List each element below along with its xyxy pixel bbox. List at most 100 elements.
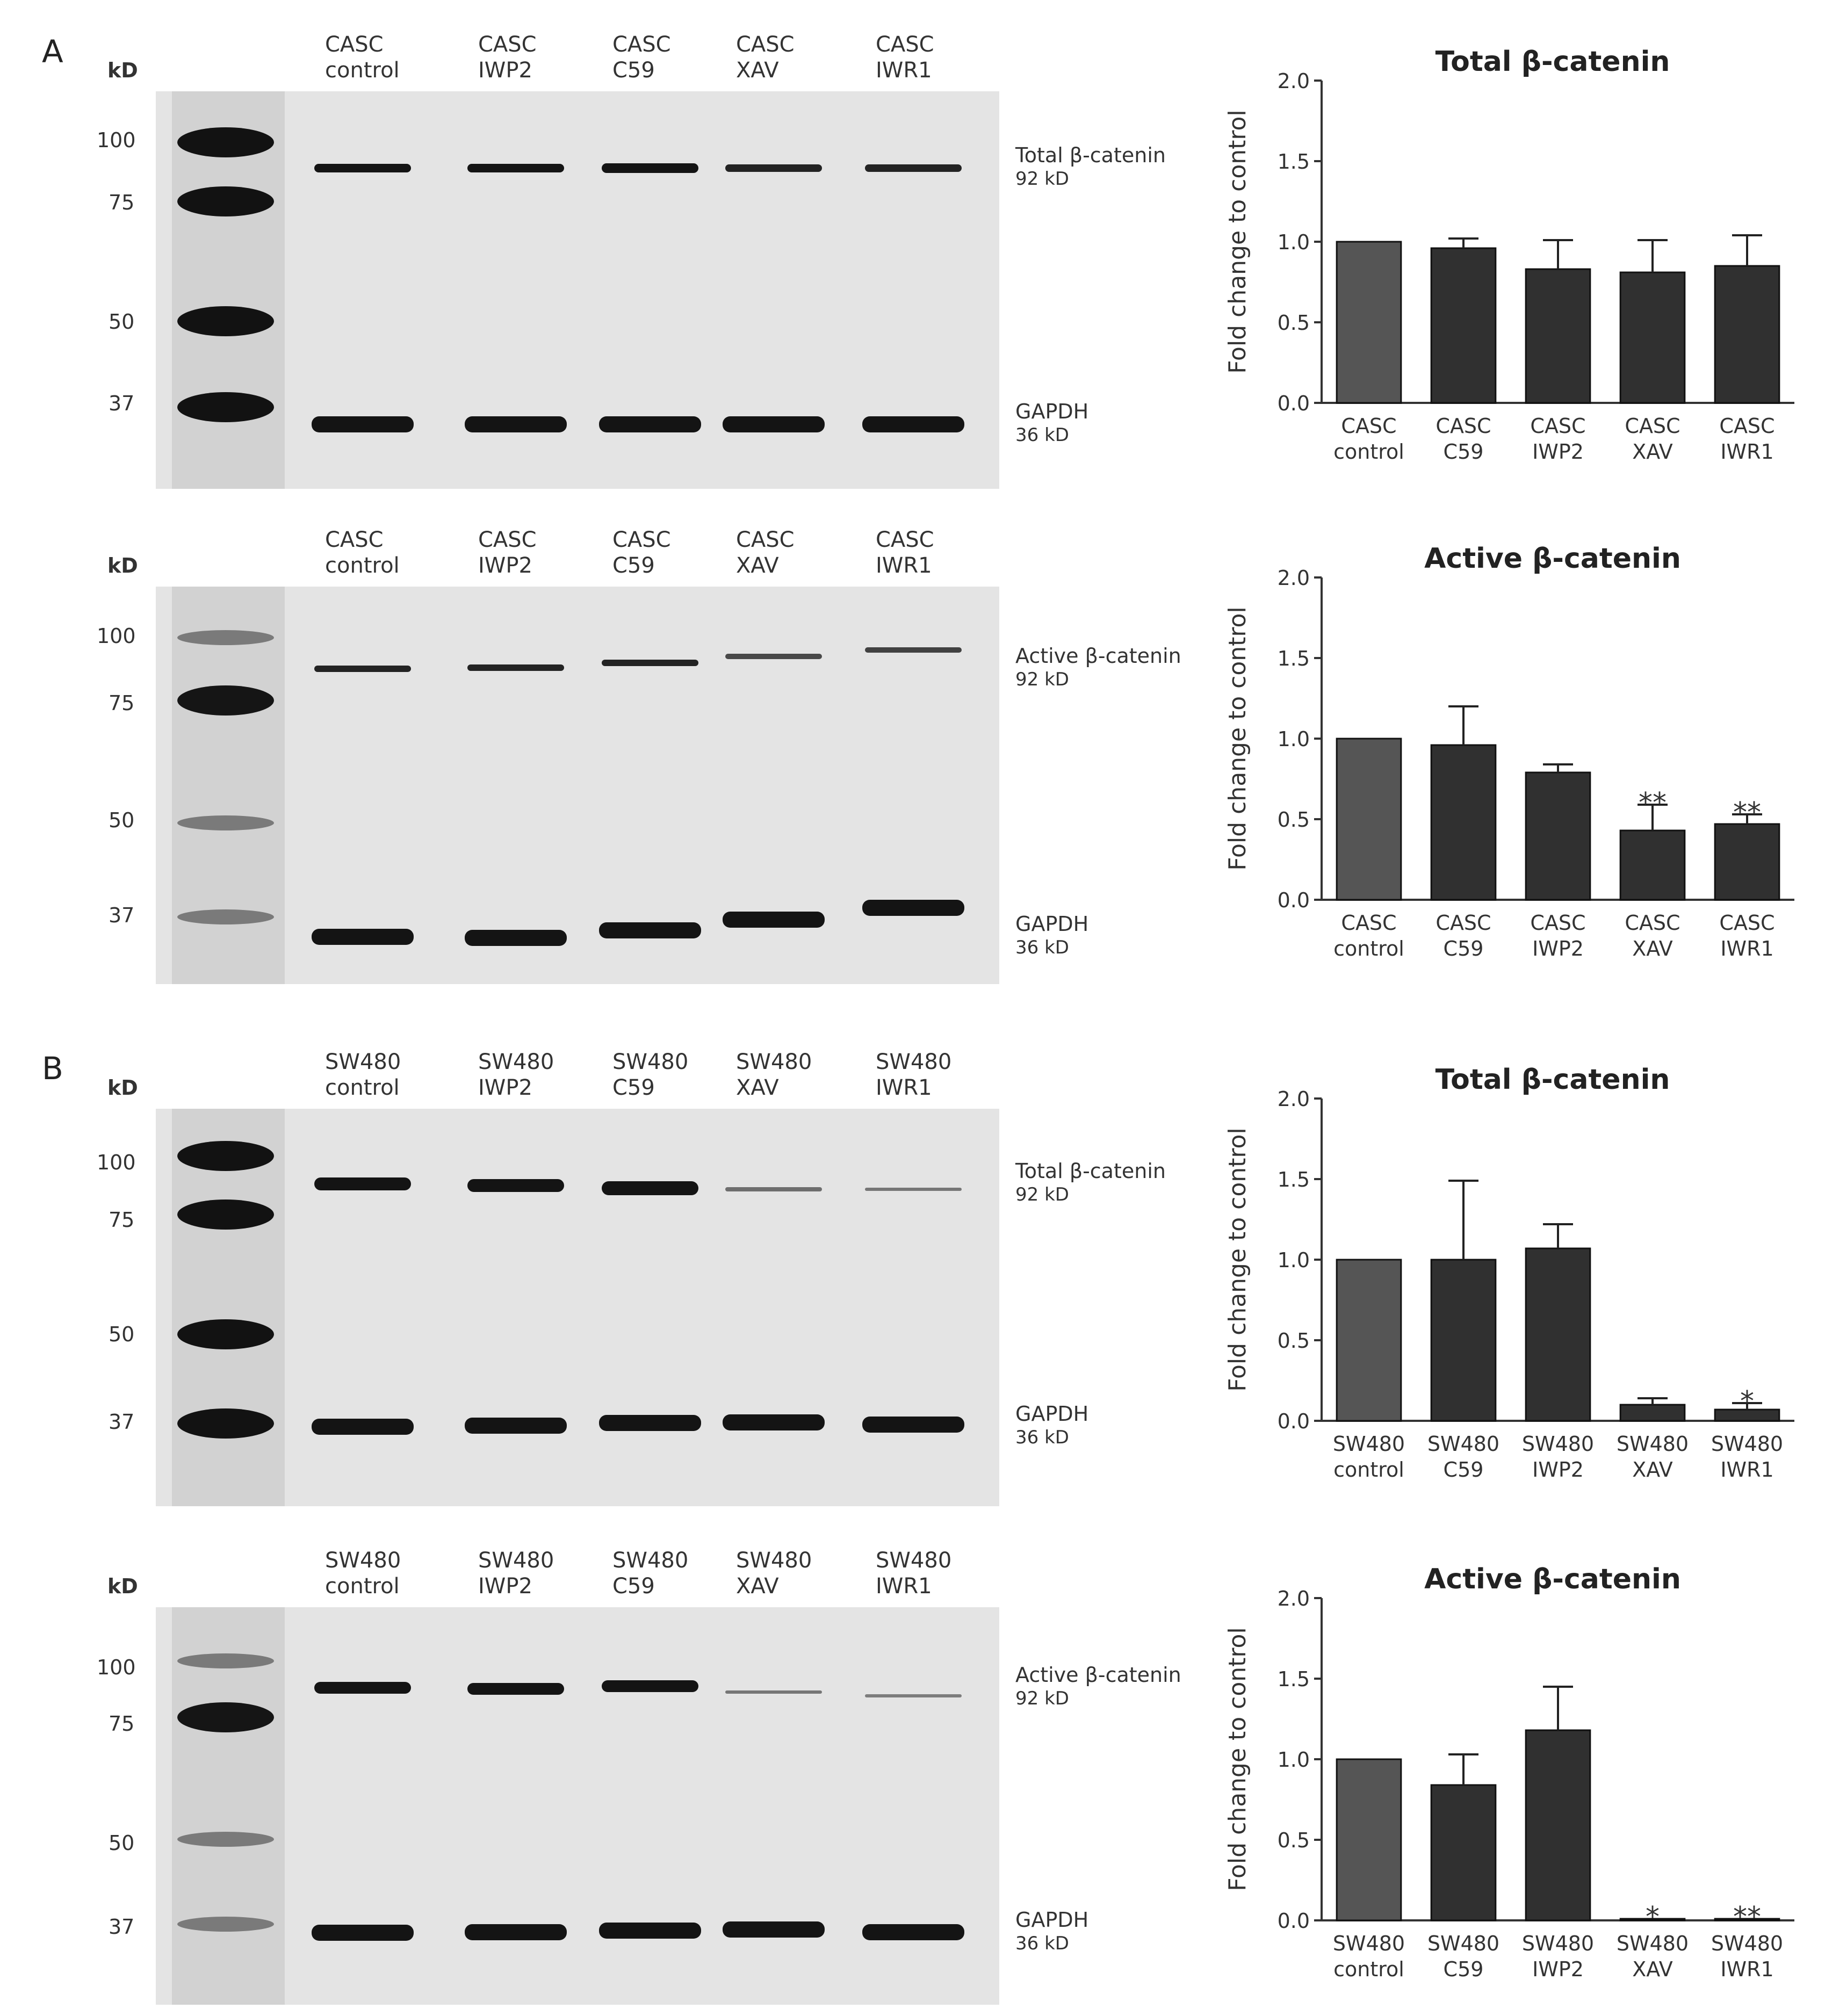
y-tick-label: 1.0 [1278,1248,1310,1272]
lane-label-line1: CASC [325,32,384,57]
lane-label-line1: SW480 [736,1548,812,1573]
blot-membrane [156,1109,999,1506]
ladder-band-100 [177,1653,274,1668]
ladder-band-37 [177,1917,274,1932]
y-axis-label: Fold change to control [1224,1128,1251,1391]
target-band-lane-3 [602,163,698,173]
x-tick-label-line2: IWP2 [1532,1957,1584,1981]
target-size-label: 92 kD [1015,1184,1069,1205]
significance-marker: * [1646,1901,1660,1933]
marker-label-75: 75 [109,1712,135,1736]
bar-c59 [1430,744,1497,901]
lane-label-line2: IWP2 [478,553,532,578]
bar-iwp2 [1525,771,1591,901]
loading-size-label: 36 kD [1015,937,1069,958]
lane-label-line2: IWP2 [478,1075,532,1100]
chart-title: Active β-catenin [1424,1563,1681,1595]
y-tick-label: 0.0 [1278,392,1310,415]
ladder-lane [172,1607,285,2005]
target-band-lane-2 [467,1683,564,1695]
gapdh-band-lane-1 [312,929,414,945]
lane-label-line1: CASC [736,32,795,57]
ladder-band-37 [177,1408,274,1439]
y-tick-label: 0.0 [1278,1909,1310,1933]
gapdh-band-lane-2 [465,1924,567,1940]
x-tick-label-line1: SW480 [1711,1432,1783,1456]
kd-label: kD [107,59,138,82]
x-tick-label-line1: SW480 [1617,1432,1689,1456]
ladder-lane [172,587,285,984]
y-tick-label: 0.0 [1278,888,1310,912]
marker-label-37: 37 [109,392,135,415]
x-tick-label-line2: control [1333,440,1404,464]
bar-xav [1619,1404,1686,1422]
lane-label-line1: CASC [325,528,384,552]
ladder-band-37 [177,909,274,924]
panel-label-b: B [42,1050,63,1087]
x-tick-label-line1: SW480 [1711,1932,1783,1955]
ladder-band-37 [177,392,274,422]
target-band-lane-4 [725,164,822,172]
marker-label-100: 100 [97,1656,136,1679]
y-tick-label: 0.5 [1278,1829,1310,1852]
bar-iwp2 [1525,1729,1591,1921]
gapdh-band-lane-2 [465,930,567,946]
lane-label-line2: XAV [736,1574,779,1599]
gapdh-band-lane-4 [723,912,825,928]
gapdh-band-lane-5 [862,900,964,916]
x-tick-label-line1: CASC [1719,911,1774,935]
bar-chart-casc-active: Active β-catenin Fold change to control 0.… [1224,543,1794,960]
target-band-lane-4 [725,1690,822,1694]
x-tick-label-line2: C59 [1444,1458,1484,1482]
western-blot-sw480-total [156,1109,999,1506]
marker-label-75: 75 [109,1208,135,1232]
ladder-band-100 [177,127,274,157]
lane-label-line1: SW480 [612,1548,689,1573]
x-tick-label-line1: CASC [1719,414,1774,438]
ladder-band-50 [177,1319,274,1349]
target-band-lane-5 [865,1188,962,1191]
y-tick-label: 2.0 [1278,1587,1310,1610]
lane-label-line1: SW480 [612,1050,689,1074]
marker-label-50: 50 [109,808,135,832]
bar-iwr1 [1714,1918,1780,1921]
lane-label-line1: SW480 [478,1050,554,1074]
lane-label-line2: IWP2 [478,58,532,83]
lane-label-line2: IWR1 [876,553,932,578]
gapdh-band-lane-4 [723,1414,825,1430]
lane-label-line1: SW480 [876,1548,952,1573]
target-band-lane-2 [467,1179,564,1192]
target-band-lane-2 [467,164,564,172]
y-tick-label: 2.0 [1278,69,1310,93]
ladder-band-50 [177,815,274,830]
x-tick-label-line2: IWP2 [1532,1458,1584,1482]
x-tick-label-line1: CASC [1436,414,1491,438]
x-tick-label-line2: C59 [1444,1957,1484,1981]
x-tick-label-line1: CASC [1625,414,1680,438]
x-tick-label-line1: CASC [1625,911,1680,935]
x-tick-label-line2: XAV [1632,440,1673,464]
gapdh-band-lane-3 [599,1923,701,1939]
marker-label-75: 75 [109,191,135,214]
marker-label-75: 75 [109,691,135,715]
marker-label-37: 37 [109,1915,135,1939]
bar-chart-sw480-active: Active β-catenin Fold change to control 0.… [1224,1563,1794,1981]
y-tick-label: 0.5 [1278,311,1310,335]
x-tick-label-line2: control [1333,1458,1404,1482]
chart-title: Active β-catenin [1424,543,1681,575]
x-tick-label-line2: XAV [1632,1458,1673,1482]
target-band-lane-1 [314,1177,411,1190]
x-tick-label-line2: XAV [1632,937,1673,960]
lane-label-line1: SW480 [325,1548,401,1573]
ladder-lane [172,91,285,489]
gapdh-band-lane-2 [465,1418,567,1434]
y-tick-label: 1.0 [1278,1748,1310,1772]
x-tick-label-line1: CASC [1341,414,1396,438]
loading-size-label: 36 kD [1015,1933,1069,1954]
x-tick-label-line1: SW480 [1427,1932,1499,1955]
significance-marker: ** [1639,787,1667,819]
x-tick-label-line1: SW480 [1427,1432,1499,1456]
lane-label-line2: IWR1 [876,1075,932,1100]
loading-control-label: GAPDH [1015,1402,1089,1426]
lane-label-line2: control [325,553,400,578]
